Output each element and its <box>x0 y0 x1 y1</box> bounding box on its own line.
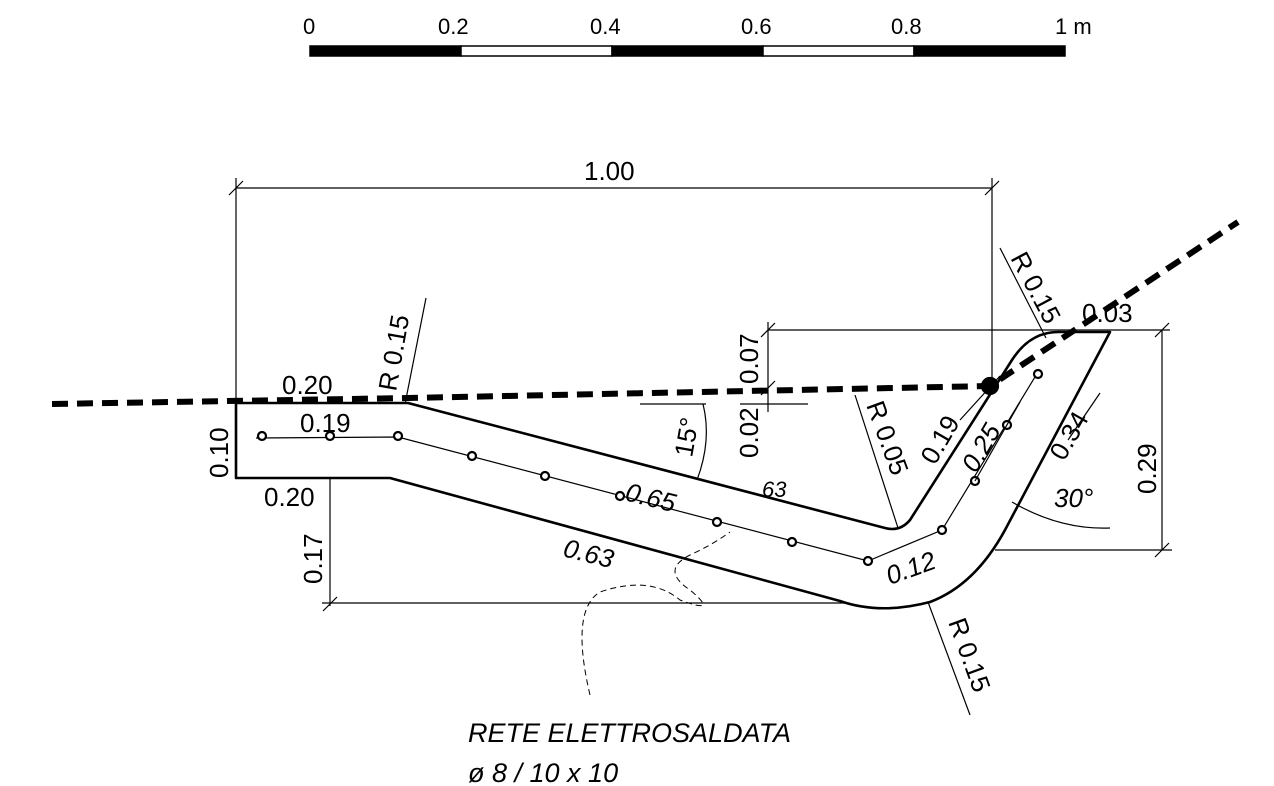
section-outline <box>234 330 1112 610</box>
scale-tick-0: 0 <box>303 14 315 39</box>
scale-tick-1m: 1 m <box>1055 14 1092 39</box>
mesh-bar <box>936 524 948 536</box>
dim-top-rise: 0.07 <box>734 333 764 384</box>
scale-tick-0.2: 0.2 <box>438 14 469 39</box>
scale-tick-0.4: 0.4 <box>590 14 621 39</box>
dim-radius-top-right: R 0.15 <box>1005 247 1067 329</box>
mesh-bar <box>711 516 723 528</box>
mesh-bar <box>786 536 798 548</box>
ground-line <box>51 219 1240 407</box>
scale-segment-2 <box>460 45 613 57</box>
dim-top-right-tip: 0.03 <box>1082 298 1133 328</box>
dim-radius-top-left: R 0.15 <box>372 312 415 393</box>
mesh-bar <box>256 430 268 442</box>
dim-slope-angle: 15° <box>668 415 704 459</box>
scale-segment-1 <box>309 45 462 57</box>
scale-segment-3 <box>611 45 764 57</box>
mesh-bars <box>256 368 1044 567</box>
mesh-bar <box>614 490 626 502</box>
dim-left-mid-flat: 0.19 <box>300 408 351 438</box>
dim-riser-angle: 30° <box>1054 483 1093 513</box>
dim-sloped-ghost: 63 <box>762 477 787 502</box>
dim-left-bottom-flat: 0.20 <box>264 482 315 512</box>
dim-left-top-flat: 0.20 <box>282 370 333 400</box>
mesh-bar <box>324 430 336 442</box>
dim-radius-bottom: R 0.15 <box>942 614 996 696</box>
mesh-bar <box>539 470 551 482</box>
dim-overall-width: 1.00 <box>584 156 635 186</box>
mesh-bar <box>862 555 874 567</box>
note-title: RETE ELETTROSALDATA <box>468 718 791 748</box>
dim-right-height: 0.29 <box>1132 443 1162 494</box>
dim-sloped-top: 0.65 <box>623 477 680 518</box>
note-spec: ø 8 / 10 x 10 <box>468 758 618 786</box>
scale-tick-0.6: 0.6 <box>741 14 772 39</box>
note-leader <box>581 531 731 696</box>
dim-riser-outer: 0.34 <box>1043 406 1094 465</box>
scale-tick-0.8: 0.8 <box>891 14 922 39</box>
dim-left-height: 0.10 <box>204 427 234 478</box>
dimension-lines <box>228 178 1172 716</box>
dim-small-rise: 0.02 <box>734 407 764 458</box>
scale-segment-4 <box>762 45 915 57</box>
mesh-bar <box>1032 368 1044 380</box>
dim-left-drop: 0.17 <box>298 533 328 584</box>
scale-bar: 0 0.2 0.4 0.6 0.8 1 m <box>303 14 1092 57</box>
scale-segment-5 <box>913 45 1066 57</box>
mesh-bar <box>466 450 478 462</box>
mesh-bar <box>392 430 404 442</box>
